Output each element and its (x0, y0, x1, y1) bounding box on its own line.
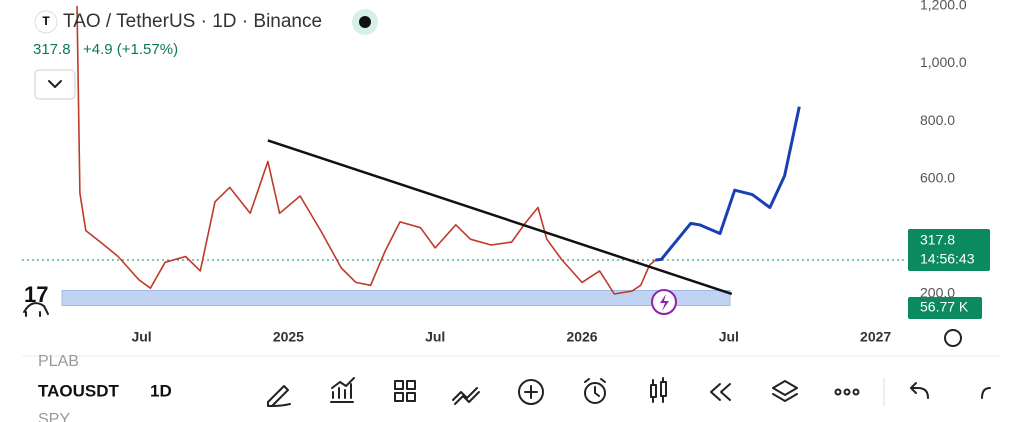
y-tick-label: 200.0 (920, 285, 955, 301)
y-tick-label: 800.0 (920, 112, 955, 128)
volume-box (908, 297, 982, 319)
x-tick-label: 2026 (566, 329, 597, 345)
x-tick-label: Jul (425, 329, 445, 345)
header-change: +4.9 (+1.57%) (83, 41, 178, 58)
draw-icon[interactable] (267, 385, 291, 407)
symbol-title[interactable]: TAO / TetherUS · 1D · Binance (63, 11, 322, 32)
trendline (267, 139, 733, 296)
settings-icon[interactable] (944, 329, 962, 347)
indicators-icon[interactable] (330, 377, 355, 403)
chevron-icon (48, 80, 62, 88)
undo-icon[interactable] (910, 382, 929, 399)
last-price-box (908, 229, 990, 271)
more-icon[interactable] (834, 388, 860, 396)
countdown: 14:56:43 (920, 251, 975, 267)
replay-icon[interactable] (710, 383, 731, 401)
prev-symbol[interactable]: PLAB (38, 353, 79, 370)
redo-icon[interactable] (981, 387, 991, 399)
market-status-dot (359, 16, 371, 28)
last-price: 317.8 (920, 232, 955, 248)
symbol-logo (34, 10, 58, 34)
plot: 200.0400.0600.0800.01,000.01,200.0Jul202… (22, 0, 967, 345)
x-tick-label: 2025 (273, 329, 304, 345)
price-line (655, 106, 801, 262)
y-tick-label: 1,200.0 (920, 0, 967, 13)
support-zone (61, 289, 731, 306)
x-tick-label: Jul (131, 329, 151, 345)
bolt (660, 294, 669, 311)
interval[interactable]: 1D (150, 381, 172, 400)
compare-icon[interactable] (452, 387, 480, 405)
logo-glyph: T (42, 14, 50, 28)
next-symbol[interactable]: SPY (38, 411, 70, 422)
collapse-button[interactable] (34, 69, 76, 100)
price-line (76, 5, 656, 295)
chart-type-icon[interactable] (650, 377, 667, 403)
turtle-icon (23, 302, 49, 317)
y-tick-label: 1,000.0 (920, 54, 967, 70)
symbol[interactable]: TAOUSDT (38, 381, 120, 400)
x-tick-label: Jul (719, 329, 739, 345)
volume-label: 56.77 K (920, 299, 969, 315)
y-tick-label: 600.0 (920, 169, 955, 185)
alert-clock-icon[interactable] (584, 378, 606, 404)
x-tick-label: 2027 (860, 329, 891, 345)
add-icon[interactable] (518, 379, 544, 405)
layouts-icon[interactable] (394, 380, 416, 402)
header-price: 317.8 (33, 41, 71, 58)
layers-icon[interactable] (772, 380, 798, 402)
